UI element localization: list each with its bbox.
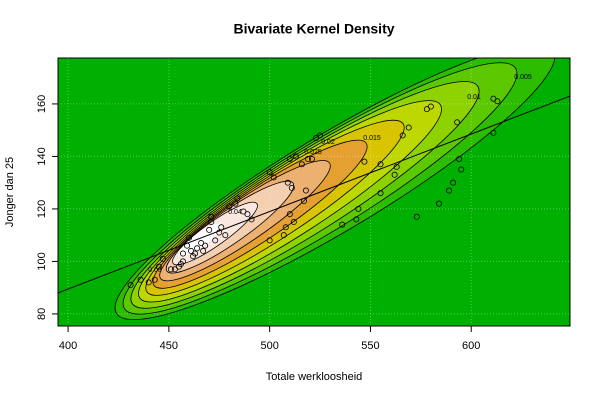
data-point — [192, 250, 199, 257]
contour-label: 0.015 — [363, 135, 381, 142]
y-tick-label: 120 — [36, 200, 48, 218]
data-point — [399, 132, 406, 139]
data-point — [317, 132, 324, 139]
data-point — [270, 174, 277, 181]
data-point — [248, 216, 255, 223]
data-point — [292, 153, 299, 160]
data-point — [151, 276, 158, 283]
data-point — [300, 198, 307, 205]
data-point — [405, 124, 412, 131]
data-point — [232, 200, 239, 207]
y-tick-label: 140 — [36, 147, 48, 165]
data-point — [494, 98, 501, 105]
contour-line — [122, 62, 518, 315]
data-point — [427, 103, 434, 110]
grid — [58, 58, 570, 326]
data-point — [284, 179, 291, 186]
contour-label: 0.025 — [304, 149, 322, 156]
data-point — [280, 232, 287, 239]
data-point — [179, 250, 186, 257]
data-point — [290, 219, 297, 226]
x-axis-label: Totale werkloosheid — [266, 371, 363, 383]
contour-label: 0.03 — [148, 267, 162, 274]
data-point — [361, 158, 368, 165]
data-point — [186, 234, 193, 241]
data-point — [490, 129, 497, 136]
x-tick-label: 550 — [361, 340, 379, 352]
data-point — [266, 169, 273, 176]
contour-line — [114, 58, 556, 321]
data-point — [298, 161, 305, 168]
y-tick-label: 80 — [36, 308, 48, 320]
x-tick-label: 600 — [462, 340, 480, 352]
chart-title: Bivariate Kernel Density — [233, 21, 394, 37]
data-point — [377, 190, 384, 197]
y-axis-label: Jonger dan 25 — [4, 157, 16, 227]
data-point — [194, 245, 201, 252]
data-point — [216, 229, 223, 236]
data-point — [308, 156, 315, 163]
contour-label: 0.04 — [228, 209, 242, 216]
contour-line — [152, 139, 368, 289]
data-point — [456, 156, 463, 163]
data-point — [393, 163, 400, 170]
data-point — [446, 187, 453, 194]
data-point — [435, 200, 442, 207]
x-tick-label: 400 — [59, 340, 77, 352]
data-point — [304, 156, 311, 163]
data-point — [353, 216, 360, 223]
contour-line — [159, 160, 331, 282]
x-tick-label: 500 — [260, 340, 278, 352]
plot-frame — [57, 57, 571, 327]
data-point — [167, 266, 174, 273]
contour-line — [130, 81, 480, 309]
data-point — [391, 171, 398, 178]
data-point — [288, 184, 295, 191]
data-point — [212, 237, 219, 244]
data-point — [137, 276, 144, 283]
data-point — [155, 263, 162, 270]
data-point — [302, 187, 309, 194]
data-point — [266, 237, 273, 244]
y-tick-label: 100 — [36, 252, 48, 270]
contour-label: 0.005 — [514, 74, 532, 81]
contour-line — [165, 180, 295, 274]
data-point — [244, 211, 251, 218]
data-point — [222, 232, 229, 239]
data-point — [200, 247, 207, 254]
data-point — [458, 166, 465, 173]
y-tick-label: 160 — [36, 95, 48, 113]
data-point — [145, 279, 152, 286]
data-point — [202, 242, 209, 249]
contour-line — [138, 100, 442, 303]
data-point — [234, 195, 241, 202]
marks — [58, 95, 570, 294]
data-point — [286, 211, 293, 218]
data-point — [208, 213, 215, 220]
contour-label: 0.01 — [467, 94, 481, 101]
data-point — [286, 156, 293, 163]
data-point — [454, 119, 461, 126]
data-point — [413, 213, 420, 220]
contour-label: 0.02 — [321, 139, 335, 146]
contours: 0.005 0.01 0.015 0.02 0.025 0.03 0.04 — [114, 58, 556, 321]
contour-line — [145, 119, 405, 296]
data-point — [339, 221, 346, 228]
data-point — [184, 242, 191, 249]
contour-line — [172, 201, 258, 266]
data-point — [450, 179, 457, 186]
data-point — [377, 161, 384, 168]
regression-line — [58, 95, 570, 294]
data-point — [282, 224, 289, 231]
data-point — [218, 224, 225, 231]
data-point — [127, 282, 134, 289]
data-point — [206, 226, 213, 233]
data-point — [159, 255, 166, 262]
data-point — [355, 205, 362, 212]
x-tick-label: 450 — [160, 340, 178, 352]
data-point — [226, 203, 233, 210]
data-point — [179, 258, 186, 265]
